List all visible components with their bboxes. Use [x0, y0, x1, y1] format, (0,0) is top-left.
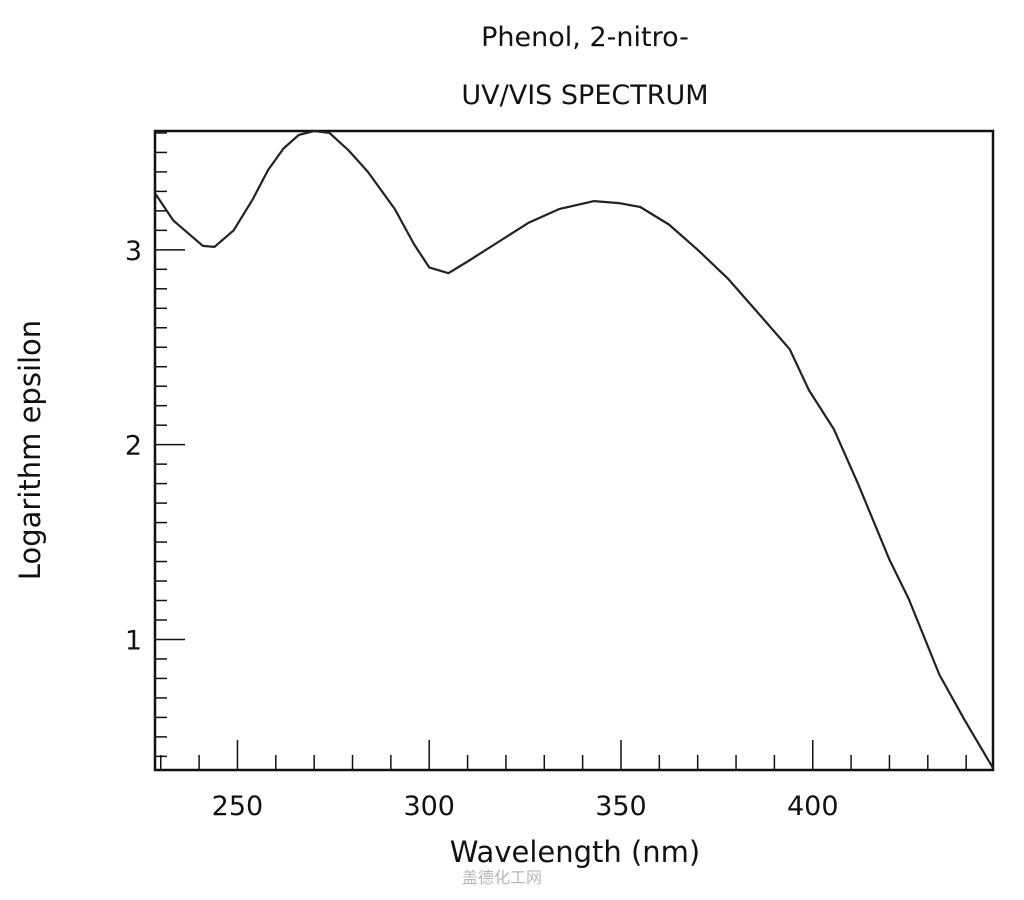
x-tick-label: 400 [787, 791, 839, 822]
y-axis-label: Logarithm epsilon [13, 320, 47, 580]
y-tick-label: 2 [125, 431, 142, 462]
spectrum-line [154, 129, 994, 769]
x-tick-label: 300 [403, 791, 455, 822]
y-tick-label: 1 [125, 625, 142, 656]
x-tick-label: 350 [595, 791, 647, 822]
chart-subtitle: UV/VIS SPECTRUM [461, 80, 709, 111]
x-axis-label: Wavelength (nm) [450, 835, 701, 869]
chart-title: Phenol, 2-nitro- [481, 22, 689, 53]
plot-frame [153, 129, 995, 772]
y-tick-label: 3 [125, 236, 142, 267]
watermark: 盖德化工网 [462, 868, 543, 887]
x-tick-label: 250 [212, 791, 264, 822]
